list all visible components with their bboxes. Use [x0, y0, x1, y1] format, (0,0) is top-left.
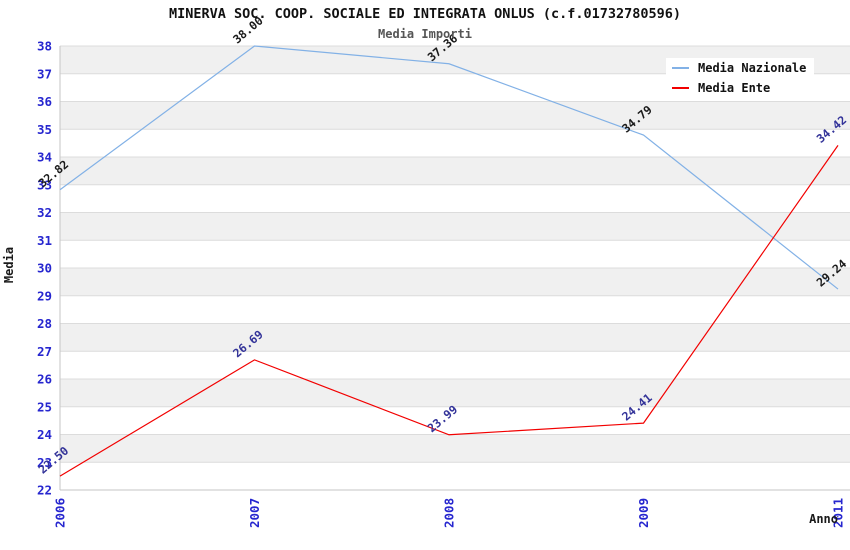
- y-tick-label: 30: [37, 261, 52, 276]
- plot-band: [60, 268, 850, 296]
- y-tick-label: 36: [37, 94, 52, 109]
- plot-band: [60, 434, 850, 463]
- plot-band: [60, 101, 850, 130]
- y-tick-label: 37: [37, 66, 52, 81]
- plot-band: [60, 184, 850, 213]
- y-tick-label: 23: [37, 455, 52, 470]
- y-tick-label: 28: [37, 316, 52, 331]
- y-tick-label: 27: [37, 344, 52, 359]
- legend: Media Nazionale Media Ente: [666, 58, 815, 98]
- plot-band: [60, 351, 850, 379]
- plot-band: [60, 157, 850, 185]
- y-tick-label: 33: [37, 177, 52, 192]
- legend-label-media-ente: Media Ente: [698, 81, 771, 95]
- y-tick-label: 29: [37, 288, 52, 303]
- y-tick-label: 32: [37, 205, 52, 220]
- legend-label-media-nazionale: Media Nazionale: [698, 61, 807, 75]
- plot-band: [60, 379, 850, 407]
- x-axis-title: Anno: [809, 512, 838, 526]
- x-tick-label: 2006: [53, 498, 68, 528]
- legend-item-media-nazionale: Media Nazionale: [666, 58, 815, 78]
- y-tick-label: 25: [37, 399, 52, 414]
- y-tick-label: 38: [37, 39, 52, 54]
- legend-line-swatch-red: [672, 87, 689, 89]
- plot-band: [60, 240, 850, 268]
- legend-item-media-ente: Media Ente: [666, 78, 779, 98]
- plot-band: [60, 129, 850, 157]
- y-tick-label: 31: [37, 233, 52, 248]
- plot-band: [60, 212, 850, 241]
- y-tick-label: 35: [37, 122, 52, 137]
- plot-band: [60, 323, 850, 352]
- y-tick-label: 22: [37, 483, 52, 498]
- chart-title: MINERVA SOC. COOP. SOCIALE ED INTEGRATA …: [168, 6, 682, 22]
- series-line-media-ente: [59, 145, 839, 477]
- chart-subtitle: Media Importi: [378, 27, 472, 41]
- x-tick-label: 2009: [636, 498, 651, 528]
- x-tick-label: 2011: [831, 498, 846, 528]
- plot-band: [60, 462, 850, 490]
- y-axis-title: Media: [2, 246, 16, 284]
- series-line-media-nazionale: [59, 45, 839, 290]
- y-tick-label: 34: [37, 150, 52, 165]
- plot-band: [60, 295, 850, 324]
- x-tick-label: 2007: [247, 498, 262, 528]
- legend-line-swatch-blue: [672, 67, 689, 69]
- y-tick-label: 26: [37, 372, 52, 387]
- x-tick-label: 2008: [442, 498, 457, 528]
- plot-band: [60, 406, 850, 435]
- y-tick-label: 24: [37, 427, 52, 442]
